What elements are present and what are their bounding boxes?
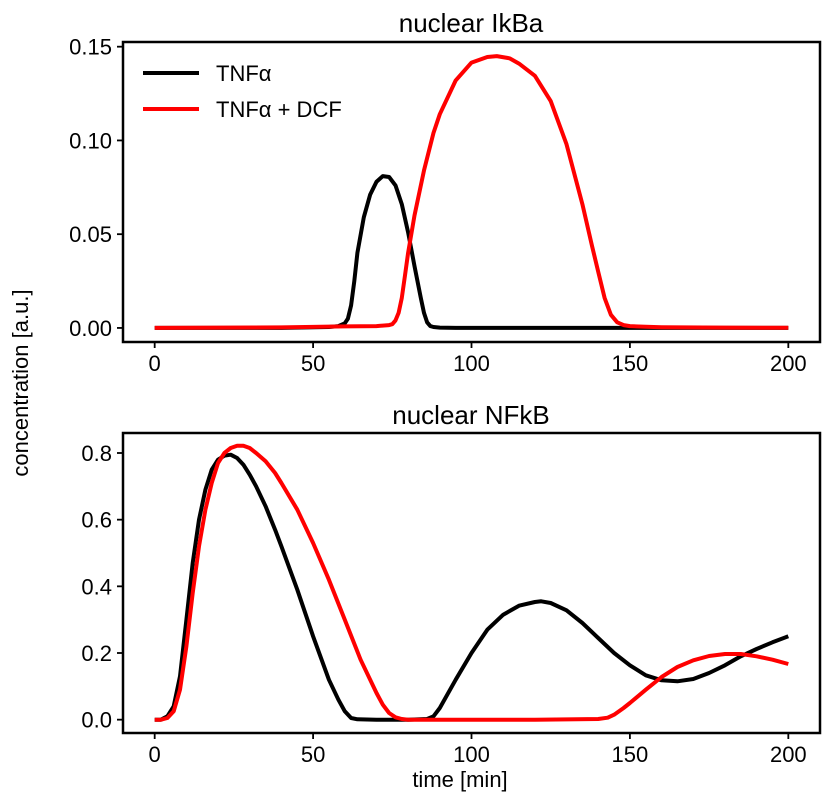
legend-label: TNFα + DCF <box>216 97 342 122</box>
y-tick-label: 0.2 <box>81 641 112 666</box>
series-line-2 <box>154 54 789 330</box>
y-tick-label: 0.4 <box>81 574 112 599</box>
x-tick-label: 0 <box>149 742 161 767</box>
chart-title: nuclear NFkB <box>392 400 550 430</box>
y-tick-label: 0.15 <box>69 35 112 60</box>
x-tick-label: 100 <box>453 742 490 767</box>
x-tick-label: 100 <box>453 351 490 376</box>
x-tick-label: 50 <box>301 351 325 376</box>
series-line-1 <box>154 174 789 330</box>
y-tick-label: 0.05 <box>69 222 112 247</box>
x-axis-label: time [min] <box>412 767 507 792</box>
y-tick-label: 0.0 <box>81 708 112 733</box>
x-tick-label: 50 <box>301 742 325 767</box>
x-tick-label: 150 <box>612 742 649 767</box>
legend-label: TNFα <box>216 61 272 86</box>
plot-area <box>154 54 789 330</box>
axes-frame <box>121 431 822 735</box>
panel-nuclear-ikba: nuclear IkBa TNFα TNFα + DCF 0 50 100 150 200… <box>69 8 822 376</box>
plot-area <box>154 443 790 722</box>
series-line-2 <box>154 443 789 722</box>
series-line-1 <box>154 452 790 722</box>
x-tick-label: 150 <box>612 351 649 376</box>
y-tick-label: 0.10 <box>69 128 112 153</box>
shared-y-axis-label: concentration [a.u.] <box>8 289 33 476</box>
axes-frame <box>121 40 822 344</box>
y-tick-label: 0.8 <box>81 441 112 466</box>
x-tick-label: 200 <box>770 351 807 376</box>
x-tick-label: 0 <box>149 351 161 376</box>
y-tick-label: 0.6 <box>81 508 112 533</box>
x-tick-label: 200 <box>770 742 807 767</box>
panel-nuclear-nfkb: nuclear NFkB time [min] 0 50 100 150 200 0.0 0… <box>81 400 822 792</box>
y-tick-label: 0.00 <box>69 316 112 341</box>
chart-title: nuclear IkBa <box>399 8 544 38</box>
legend: TNFα TNFα + DCF <box>143 61 342 122</box>
